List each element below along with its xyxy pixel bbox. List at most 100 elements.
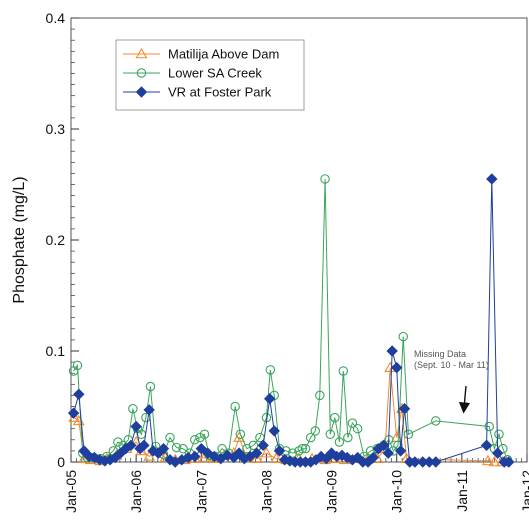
legend-label: Matilija Above Dam xyxy=(168,47,279,62)
legend-item-vr-at-foster-park: VR at Foster Park xyxy=(123,85,272,100)
data-point-lower-sa-creek xyxy=(431,416,441,426)
data-point-vr-at-foster-park xyxy=(195,442,207,455)
data-point-vr-at-foster-park xyxy=(73,388,85,400)
data-point-lower-sa-creek xyxy=(398,331,408,342)
data-point-vr-at-foster-park xyxy=(273,445,286,457)
series-matilija-above-dam xyxy=(68,361,509,467)
data-point-lower-sa-creek xyxy=(315,390,325,401)
data-point-lower-sa-creek xyxy=(230,401,240,412)
data-point-lower-sa-creek xyxy=(305,432,316,443)
data-point-vr-at-foster-park xyxy=(250,447,263,459)
data-point-matilija-above-dam xyxy=(143,450,156,461)
series-lower-sa-creek xyxy=(68,174,513,465)
x-tick-label: Jan-06 xyxy=(128,470,144,513)
data-point-vr-at-foster-park xyxy=(157,442,170,455)
x-tick-label: Jan-10 xyxy=(389,470,405,513)
data-point-lower-sa-creek xyxy=(190,435,200,445)
data-point-lower-sa-creek xyxy=(235,429,246,439)
data-point-vr-at-foster-park xyxy=(377,439,390,452)
data-point-lower-sa-creek xyxy=(403,429,414,439)
data-point-lower-sa-creek xyxy=(113,437,123,447)
data-point-vr-at-foster-park xyxy=(486,173,498,185)
data-point-vr-at-foster-park xyxy=(398,403,411,415)
data-point-lower-sa-creek xyxy=(199,429,210,439)
x-tick-label: Jan-09 xyxy=(324,470,340,513)
legend: Matilija Above Dam Lower SA Creek VR at Fo… xyxy=(115,39,305,111)
data-point-vr-at-foster-park xyxy=(138,439,150,452)
data-point-lower-sa-creek xyxy=(320,174,330,184)
data-point-lower-sa-creek xyxy=(494,429,504,439)
legend-item-lower-sa-creek: Lower SA Creek xyxy=(123,66,262,81)
legend-marker xyxy=(136,68,147,78)
data-point-lower-sa-creek xyxy=(300,443,311,454)
data-point-vr-at-foster-park xyxy=(67,407,80,419)
series-vr-at-foster-park xyxy=(67,173,515,468)
data-point-lower-sa-creek xyxy=(347,418,358,428)
data-point-matilija-above-dam xyxy=(270,452,283,463)
data-point-lower-sa-creek xyxy=(217,443,227,454)
data-point-lower-sa-creek xyxy=(265,365,276,375)
y-tick-label: 0.4 xyxy=(46,10,66,26)
data-point-lower-sa-creek xyxy=(334,437,345,447)
data-point-lower-sa-creek xyxy=(178,443,188,454)
data-point-lower-sa-creek xyxy=(325,429,336,439)
x-tick-label: Jan-12 xyxy=(519,470,529,513)
legend-box xyxy=(115,39,305,111)
data-point-vr-at-foster-park xyxy=(386,345,398,357)
y-tick-label: 0.1 xyxy=(46,343,66,359)
legend-marker xyxy=(135,47,148,59)
data-point-lower-sa-creek xyxy=(343,432,353,443)
legend-marker xyxy=(135,86,148,98)
data-point-lower-sa-creek xyxy=(128,403,138,414)
data-point-lower-sa-creek xyxy=(338,366,349,376)
data-point-vr-at-foster-park xyxy=(409,456,421,468)
series-line-vr-at-foster-park xyxy=(73,178,509,463)
legend-label: VR at Foster Park xyxy=(168,85,272,100)
data-point-vr-at-foster-park xyxy=(503,456,515,468)
data-point-vr-at-foster-park xyxy=(480,439,493,452)
data-point-lower-sa-creek xyxy=(484,421,494,432)
annotation-arrow xyxy=(458,385,471,414)
x-tick-label: Jan-11 xyxy=(454,470,470,512)
data-point-lower-sa-creek xyxy=(145,381,156,392)
data-point-vr-at-foster-park xyxy=(263,393,276,405)
y-tick-label: 0.3 xyxy=(46,121,66,137)
data-point-lower-sa-creek xyxy=(171,442,182,453)
data-point-lower-sa-creek xyxy=(297,443,308,454)
data-point-matilija-above-dam xyxy=(481,454,494,466)
data-point-vr-at-foster-park xyxy=(430,456,442,468)
series-layer xyxy=(67,173,515,468)
x-tick-label: Jan-07 xyxy=(193,470,209,513)
data-point-matilija-above-dam xyxy=(260,447,273,458)
data-point-vr-at-foster-park xyxy=(125,439,137,452)
data-point-vr-at-foster-park xyxy=(367,451,379,464)
data-point-vr-at-foster-park xyxy=(320,452,333,465)
data-point-vr-at-foster-park xyxy=(391,361,403,374)
data-point-vr-at-foster-park xyxy=(257,439,269,452)
data-point-lower-sa-creek xyxy=(294,446,304,456)
data-point-lower-sa-creek xyxy=(287,448,298,458)
legend-item-matilija-above-dam: Matilija Above Dam xyxy=(123,47,279,62)
data-point-vr-at-foster-park xyxy=(268,425,280,437)
annotation-line-2: (Sept. 10 - Mar 11) xyxy=(414,360,489,370)
data-point-lower-sa-creek xyxy=(330,412,340,423)
data-point-vr-at-foster-park xyxy=(78,445,90,457)
data-point-vr-at-foster-park xyxy=(394,445,407,457)
data-point-vr-at-foster-park xyxy=(382,447,394,459)
x-axis: Jan-05 Jan-06 Jan-07 Jan-08 Jan-09 Jan-10 Jan-… xyxy=(63,454,529,513)
data-point-vr-at-foster-park xyxy=(233,447,245,459)
y-axis-title: Phosphate (mg/L) xyxy=(11,176,28,303)
data-point-lower-sa-creek xyxy=(310,426,321,436)
series-line-lower-sa-creek xyxy=(73,178,508,460)
data-point-vr-at-foster-park xyxy=(491,447,504,459)
y-tick-label: 0 xyxy=(57,454,65,470)
annotation-line-1: Missing Data xyxy=(414,349,466,359)
data-point-matilija-above-dam xyxy=(488,455,501,467)
data-point-lower-sa-creek xyxy=(165,432,175,443)
data-point-lower-sa-creek xyxy=(352,423,363,434)
y-axis: 0 0.1 0.2 0.3 0.4 xyxy=(46,10,79,470)
data-point-vr-at-foster-park xyxy=(130,420,142,433)
legend-label: Lower SA Creek xyxy=(168,66,262,81)
x-tick-label: Jan-05 xyxy=(63,470,79,513)
